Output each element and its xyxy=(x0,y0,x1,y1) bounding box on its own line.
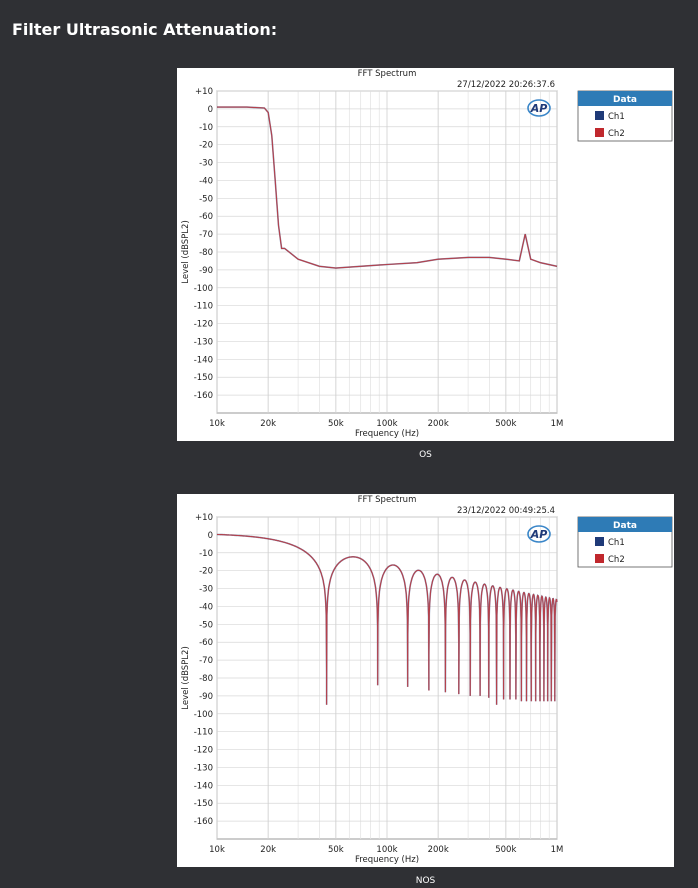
legend: Data Ch1 Ch2 xyxy=(577,516,673,568)
y-tick-label: -90 xyxy=(199,692,213,702)
x-tick-label: 1M xyxy=(551,845,564,855)
y-tick-label: -20 xyxy=(199,141,213,151)
legend-label-ch1: Ch1 xyxy=(608,112,625,122)
x-tick-label: 100k xyxy=(376,845,397,855)
y-tick-label: -30 xyxy=(199,585,213,595)
y-tick-label: -10 xyxy=(199,123,213,133)
fft-chart-nos: +10 0 -10 -20 -30 -40 -50 -60 -70 -80 -90 -100 -110 -… xyxy=(181,495,673,865)
y-tick-label: +10 xyxy=(195,87,213,97)
y-tick-label: -140 xyxy=(194,781,213,791)
y-tick-label: +10 xyxy=(195,513,213,523)
x-tick-label: 1M xyxy=(551,419,564,429)
y-tick-label: -160 xyxy=(194,817,213,827)
y-axis-label: Level (dBSPL2) xyxy=(181,646,191,710)
x-tick-label: 200k xyxy=(428,845,449,855)
x-tick-label: 10k xyxy=(209,419,225,429)
ap-logo: AP xyxy=(527,525,551,543)
chart-frame-nos: +10 0 -10 -20 -30 -40 -50 -60 -70 -80 -90 -100 -110 -… xyxy=(177,494,674,867)
series-line-ch2 xyxy=(216,533,558,705)
y-tick-label: -110 xyxy=(194,302,213,312)
y-tick-label: -80 xyxy=(199,248,213,258)
x-tick-label: 500k xyxy=(495,419,516,429)
x-axis-label: Frequency (Hz) xyxy=(355,855,419,865)
y-tick-label: -10 xyxy=(199,549,213,559)
y-tick-label: -70 xyxy=(199,656,213,666)
fft-chart-os: +10 0 -10 -20 -30 -40 -50 -60 -70 -80 -90 -100 -110 -… xyxy=(181,69,673,439)
x-tick-label: 20k xyxy=(260,845,276,855)
y-tick-label: -100 xyxy=(194,284,213,294)
chart-frame-os: +10 0 -10 -20 -30 -40 -50 -60 -70 -80 -90 -100 -110 -… xyxy=(177,68,674,441)
legend-header xyxy=(578,517,672,532)
y-tick-label: -110 xyxy=(194,728,213,738)
chart-timestamp: 27/12/2022 20:26:37.6 xyxy=(457,80,555,90)
chart-block-nos: +10 0 -10 -20 -30 -40 -50 -60 -70 -80 -90 -100 -110 -… xyxy=(0,494,698,888)
x-axis-label: Frequency (Hz) xyxy=(355,429,419,439)
legend-swatch-ch2 xyxy=(595,128,604,137)
y-tick-label: -30 xyxy=(199,159,213,169)
chart-timestamp: 23/12/2022 00:49:25.4 xyxy=(457,506,555,516)
legend-label-ch2: Ch2 xyxy=(608,129,625,139)
x-tick-label: 50k xyxy=(328,419,344,429)
y-tick-label: -50 xyxy=(199,194,213,204)
legend-swatch-ch1 xyxy=(595,111,604,120)
y-tick-label: -130 xyxy=(194,763,213,773)
y-tick-label: -150 xyxy=(194,799,213,809)
y-tick-label: -120 xyxy=(194,746,213,756)
x-tick-label: 10k xyxy=(209,845,225,855)
y-tick-label: -60 xyxy=(199,638,213,648)
y-tick-label: -20 xyxy=(199,567,213,577)
page-heading: Filter Ultrasonic Attenuation: xyxy=(12,20,278,39)
y-tick-label: 0 xyxy=(208,531,213,541)
series-line-ch2 xyxy=(217,106,558,269)
y-tick-label: -80 xyxy=(199,674,213,684)
y-axis-label: Level (dBSPL2) xyxy=(181,220,191,284)
ap-logo-ring xyxy=(527,525,551,543)
x-tick-label: 20k xyxy=(260,419,276,429)
ap-logo-text: AP xyxy=(530,528,548,541)
x-tick-label: 200k xyxy=(428,419,449,429)
y-tick-label: -70 xyxy=(199,230,213,240)
legend-swatch-ch1 xyxy=(595,537,604,546)
y-tick-label: -60 xyxy=(199,212,213,222)
ap-logo-text: AP xyxy=(530,102,548,115)
y-tick-label: 0 xyxy=(208,105,213,115)
x-tick-label: 500k xyxy=(495,845,516,855)
y-tick-label: -160 xyxy=(194,391,213,401)
chart-title: FFT Spectrum xyxy=(358,495,417,505)
ap-logo: AP xyxy=(527,99,551,117)
legend-swatch-ch2 xyxy=(595,554,604,563)
legend: Data Ch1 Ch2 xyxy=(577,90,673,142)
y-tick-label: -40 xyxy=(199,602,213,612)
chart-block-os: +10 0 -10 -20 -30 -40 -50 -60 -70 -80 -90 -100 -110 -… xyxy=(0,68,698,468)
x-tick-label: 100k xyxy=(376,419,397,429)
y-tick-label: -150 xyxy=(194,373,213,383)
y-tick-label: -130 xyxy=(194,337,213,347)
x-tick-label: 50k xyxy=(328,845,344,855)
y-tick-label: -140 xyxy=(194,355,213,365)
legend-label-ch2: Ch2 xyxy=(608,555,625,565)
ap-logo-ring xyxy=(527,99,551,117)
chart-caption-os: OS xyxy=(419,450,432,460)
legend-label-ch1: Ch1 xyxy=(608,538,625,548)
y-tick-label: -120 xyxy=(194,320,213,330)
legend-title: Data xyxy=(613,95,637,105)
chart-caption-nos: NOS xyxy=(415,876,436,886)
legend-header xyxy=(578,91,672,106)
y-tick-label: -50 xyxy=(199,620,213,630)
y-tick-label: -100 xyxy=(194,710,213,720)
legend-title: Data xyxy=(613,521,637,531)
y-tick-label: -90 xyxy=(199,266,213,276)
y-tick-label: -40 xyxy=(199,176,213,186)
chart-title: FFT Spectrum xyxy=(358,69,417,79)
